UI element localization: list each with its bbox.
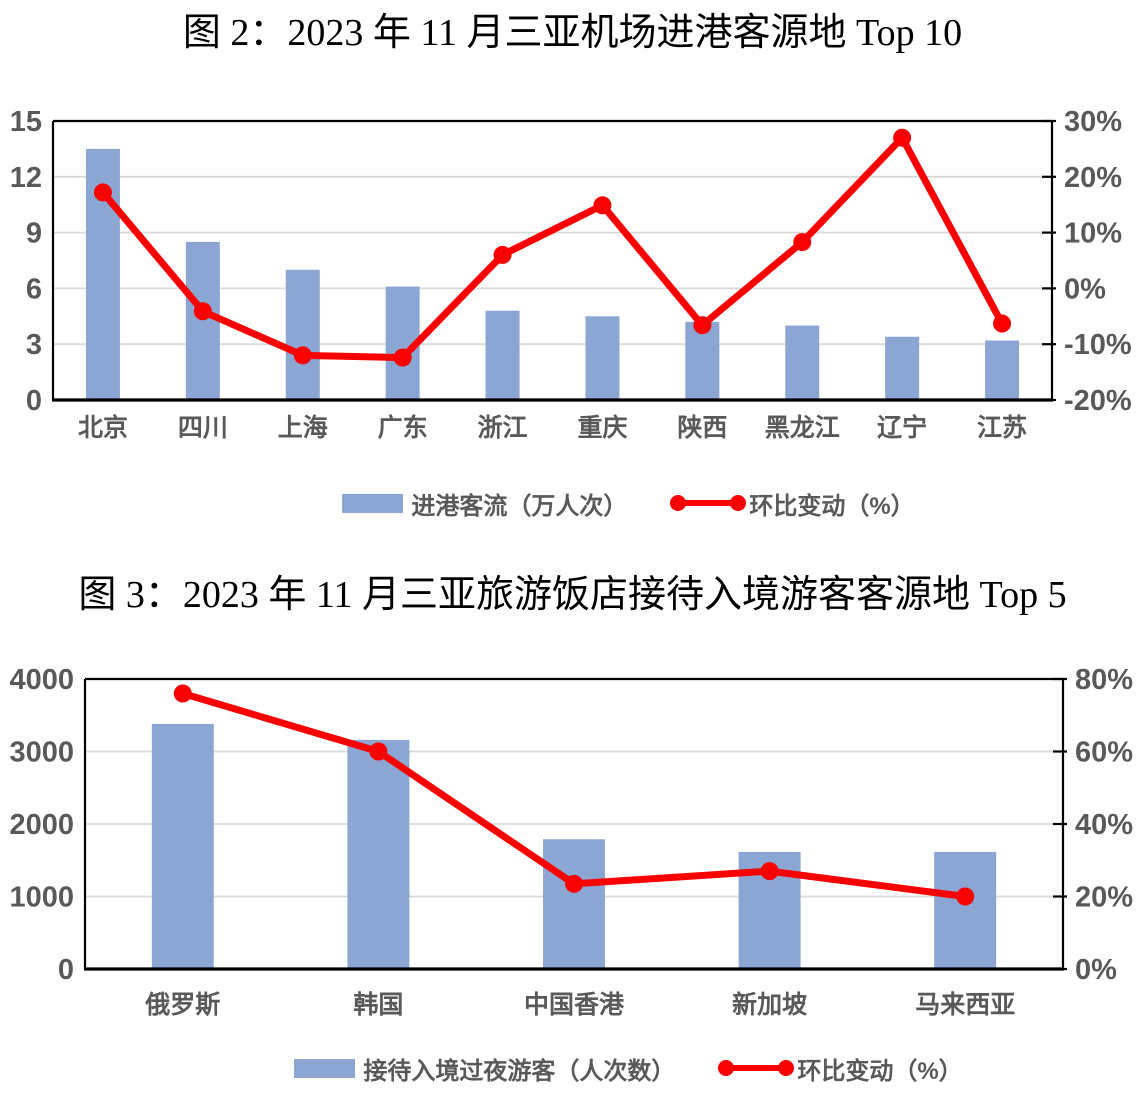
legend-label-line-series: 环比变动（%）: [797, 1057, 963, 1085]
legend-item-line-series: 环比变动（%）: [717, 1051, 963, 1086]
legend-dot-left: [718, 1060, 735, 1077]
legend-dot-right: [730, 495, 747, 512]
legend-item-bar-series: 进港客流（万人次）: [342, 486, 627, 521]
right-axis-label: 20%: [1064, 162, 1122, 194]
bar-上海: [285, 269, 320, 401]
right-axis-label: 40%: [1075, 809, 1133, 841]
category-label-广东: 广东: [378, 413, 428, 442]
legend-dot-left: [670, 495, 687, 512]
right-axis-label: 10%: [1064, 218, 1122, 250]
trend-point-辽宁: [893, 128, 912, 147]
trend-point-北京: [93, 183, 112, 202]
left-axis-label: 15: [10, 106, 42, 138]
trend-point-韩国: [369, 742, 388, 761]
trend-point-黑龙江: [793, 233, 812, 252]
right-axis-label: 60%: [1075, 737, 1133, 769]
category-label-四川: 四川: [178, 414, 228, 442]
legend-dot-right: [778, 1060, 795, 1077]
trend-point-浙江: [493, 246, 512, 265]
trend-point-重庆: [593, 196, 612, 215]
line-series-swatch: [670, 495, 747, 512]
left-axis-label: 1000: [9, 882, 74, 914]
right-axis-label: 80%: [1075, 664, 1133, 696]
right-axis-label: -10%: [1064, 329, 1132, 361]
left-axis-label: 12: [10, 162, 42, 194]
figure-3-title: 图 3：2023 年 11 月三亚旅游饭店接待入境游客客源地 Top 5: [78, 574, 1067, 617]
figure-3: 图 3：2023 年 11 月三亚旅游饭店接待入境游客客源地 Top 5 0% 2…: [0, 570, 1145, 1085]
category-label-江苏: 江苏: [977, 414, 1027, 442]
left-axis-label: 9: [26, 218, 42, 250]
category-label-中国香港: 中国香港: [524, 990, 625, 1019]
figure-2-chart: -20% -10% 0% 10% 20% 30% 0 3 6 9 12 15 北京 四川 上海 广东 浙江 重庆 陕…: [10, 106, 1132, 442]
left-axis-label: 6: [26, 274, 42, 306]
trend-point-四川: [193, 302, 212, 321]
category-label-陕西: 陕西: [677, 414, 727, 442]
figure-3-chart: 0% 20% 40% 60% 80% 0 1000 2000 3000 4000 俄罗斯 韩国 中国香港…: [9, 664, 1133, 1019]
category-label-北京: 北京: [78, 413, 128, 442]
bar-辽宁: [885, 336, 920, 401]
right-axis-label: -20%: [1064, 385, 1132, 417]
trend-point-江苏: [993, 314, 1012, 333]
line-series-swatch: [718, 1060, 795, 1077]
bar-俄罗斯: [151, 724, 214, 970]
bar-韩国: [347, 740, 410, 970]
left-axis-label: 3000: [9, 737, 74, 769]
bar-陕西: [685, 322, 720, 401]
bar-江苏: [985, 340, 1020, 401]
bar-黑龙江: [785, 325, 820, 401]
left-axis-label: 0: [58, 954, 74, 986]
category-label-重庆: 重庆: [577, 413, 627, 442]
category-label-新加坡: 新加坡: [732, 990, 807, 1019]
category-label-俄罗斯: 俄罗斯: [144, 991, 220, 1019]
right-axis-label: 20%: [1075, 882, 1133, 914]
figure-2-legend: 进港客流（万人次） 环比变动（%）: [0, 490, 1145, 520]
trend-point-新加坡: [760, 862, 779, 881]
trend-point-上海: [293, 346, 312, 365]
figure-2-title: 图 2：2023 年 11 月三亚机场进港客源地 Top 10: [182, 12, 963, 54]
right-axis-label: 0%: [1064, 274, 1106, 306]
left-axis-label: 0: [26, 385, 42, 417]
category-label-马来西亚: 马来西亚: [915, 991, 1015, 1019]
trend-line: [99, 134, 1006, 362]
bar-重庆: [585, 316, 620, 401]
category-label-浙江: 浙江: [478, 414, 528, 442]
right-axis-label: 0%: [1075, 954, 1117, 986]
legend-label-line-series: 环比变动（%）: [749, 492, 915, 520]
figure-3-legend: 接待入境过夜游客（人次数） 环比变动（%）: [0, 1055, 1145, 1085]
legend-item-bar-series: 接待入境过夜游客（人次数）: [294, 1051, 675, 1086]
left-axis-label: 3: [26, 329, 42, 361]
bar-中国香港: [543, 839, 605, 970]
legend-label-bar-series: 进港客流（万人次）: [411, 492, 628, 520]
bar-四川: [185, 242, 220, 401]
bar-浙江: [485, 310, 520, 401]
legend-item-line-series: 环比变动（%）: [669, 486, 915, 521]
left-axis-label: 2000: [9, 809, 74, 841]
category-label-辽宁: 辽宁: [877, 413, 927, 442]
category-label-韩国: 韩国: [353, 991, 403, 1019]
legend-label-bar-series: 接待入境过夜游客（人次数）: [363, 1057, 676, 1085]
right-axis-label: 30%: [1064, 106, 1122, 138]
trend-point-广东: [393, 348, 412, 367]
figure-2: 图 2：2023 年 11 月三亚机场进港客源地 Top 10 -20% -10%…: [0, 0, 1145, 520]
left-axis-label: 4000: [9, 664, 74, 696]
bar-马来西亚: [934, 852, 997, 970]
category-label-上海: 上海: [278, 413, 328, 442]
bar-series-swatch: [294, 1058, 356, 1078]
trend-point-中国香港: [565, 875, 583, 894]
trend-point-陕西: [693, 316, 712, 335]
bar-series-swatch: [342, 493, 404, 513]
trend-point-马来西亚: [956, 887, 975, 906]
trend-point-俄罗斯: [173, 684, 192, 703]
category-label-黑龙江: 黑龙江: [765, 414, 840, 442]
